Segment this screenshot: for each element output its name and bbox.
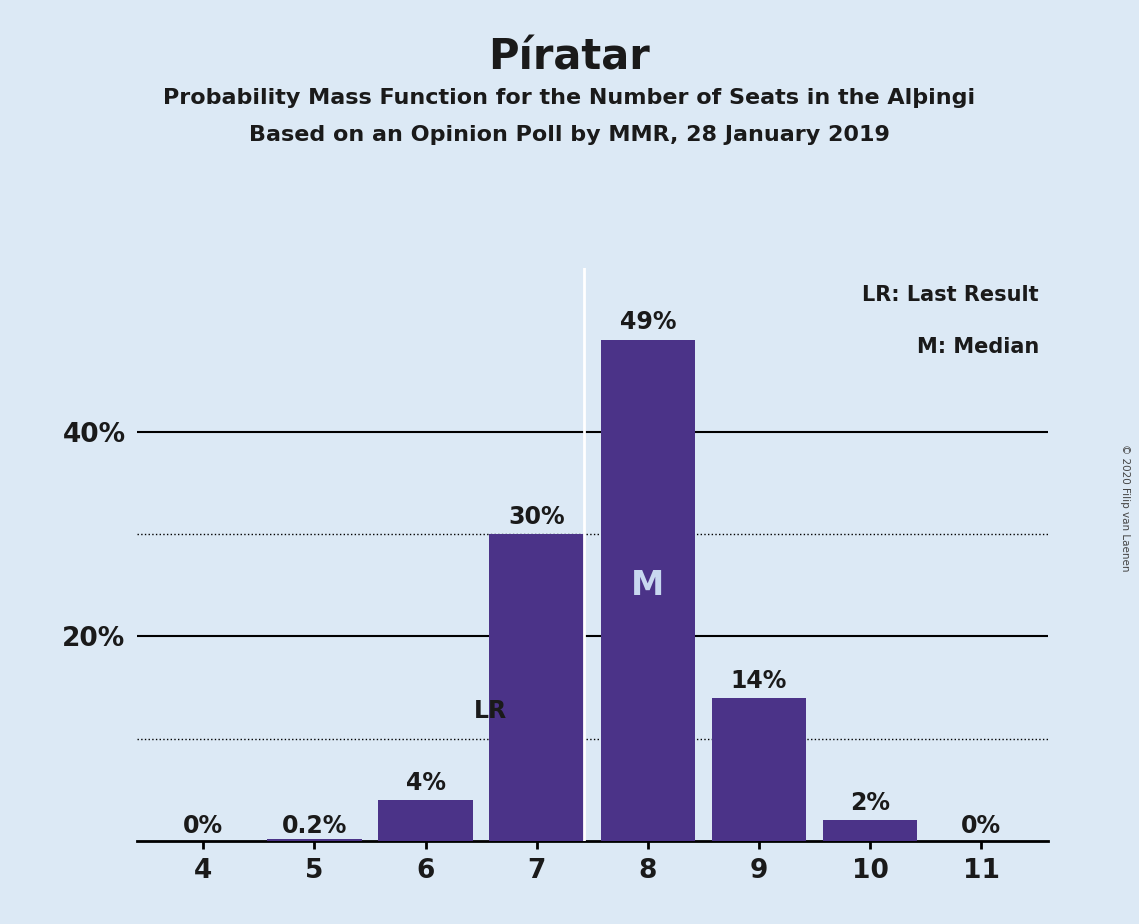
Bar xyxy=(378,800,473,841)
Bar xyxy=(490,534,584,841)
Text: © 2020 Filip van Laenen: © 2020 Filip van Laenen xyxy=(1121,444,1130,572)
Text: 30%: 30% xyxy=(508,505,565,529)
Text: 49%: 49% xyxy=(620,310,677,334)
Text: Based on an Opinion Poll by MMR, 28 January 2019: Based on an Opinion Poll by MMR, 28 Janu… xyxy=(249,125,890,145)
Text: M: M xyxy=(631,568,664,602)
Bar xyxy=(712,698,806,841)
Bar xyxy=(600,340,695,841)
Text: 0%: 0% xyxy=(961,814,1001,838)
Text: M: Median: M: Median xyxy=(917,336,1039,357)
Text: 0.2%: 0.2% xyxy=(281,814,347,838)
Text: LR: Last Result: LR: Last Result xyxy=(862,286,1039,305)
Bar xyxy=(268,839,362,841)
Text: 14%: 14% xyxy=(731,668,787,692)
Text: Probability Mass Function for the Number of Seats in the Alþingi: Probability Mass Function for the Number… xyxy=(163,88,976,108)
Text: LR: LR xyxy=(474,699,507,723)
Text: 2%: 2% xyxy=(850,791,890,815)
Text: Píratar: Píratar xyxy=(489,37,650,79)
Text: 0%: 0% xyxy=(183,814,223,838)
Bar xyxy=(822,821,917,841)
Text: 4%: 4% xyxy=(405,771,445,795)
